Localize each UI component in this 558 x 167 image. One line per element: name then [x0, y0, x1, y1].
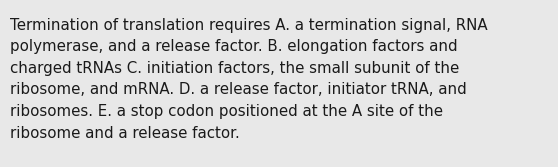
- Text: charged tRNAs C. initiation factors, the small subunit of the: charged tRNAs C. initiation factors, the…: [10, 61, 459, 76]
- Text: ribosome, and mRNA. D. a release factor, initiator tRNA, and: ribosome, and mRNA. D. a release factor,…: [10, 82, 466, 98]
- Text: Termination of translation requires A. a termination signal, RNA: Termination of translation requires A. a…: [10, 18, 488, 33]
- Text: ribosome and a release factor.: ribosome and a release factor.: [10, 125, 240, 140]
- Text: ribosomes. E. a stop codon positioned at the A site of the: ribosomes. E. a stop codon positioned at…: [10, 104, 443, 119]
- Text: polymerase, and a release factor. B. elongation factors and: polymerase, and a release factor. B. elo…: [10, 40, 458, 54]
